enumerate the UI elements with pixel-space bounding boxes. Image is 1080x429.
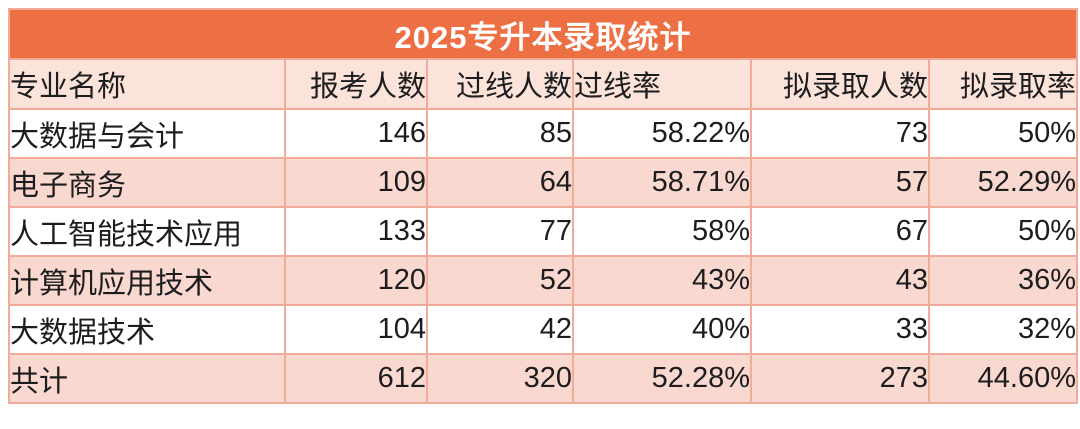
table-row: 电子商务 109 64 58.71% 57 52.29% xyxy=(8,157,1078,208)
cell-admit-rate: 50% xyxy=(928,206,1078,257)
col-header-pass-rate: 过线率 xyxy=(572,58,752,110)
cell-applicants: 109 xyxy=(284,157,428,208)
cell-passed: 77 xyxy=(426,206,574,257)
cell-passed: 52 xyxy=(426,255,574,306)
admission-stats-panel: 2025专升本录取统计 专业名称 报考人数 过线人数 过线率 拟录取人数 拟录取… xyxy=(8,8,1078,404)
cell-applicants: 612 xyxy=(284,353,428,404)
cell-pass-rate: 58.22% xyxy=(572,108,752,159)
cell-major: 大数据技术 xyxy=(8,304,286,355)
cell-admit-rate: 44.60% xyxy=(928,353,1078,404)
cell-admit-rate: 32% xyxy=(928,304,1078,355)
cell-applicants: 104 xyxy=(284,304,428,355)
cell-applicants: 133 xyxy=(284,206,428,257)
cell-pass-rate: 58.71% xyxy=(572,157,752,208)
cell-major: 人工智能技术应用 xyxy=(8,206,286,257)
cell-major: 大数据与会计 xyxy=(8,108,286,159)
table-total-row: 共计 612 320 52.28% 273 44.60% xyxy=(8,353,1078,404)
cell-passed: 64 xyxy=(426,157,574,208)
cell-admit-rate: 36% xyxy=(928,255,1078,306)
cell-pass-rate: 40% xyxy=(572,304,752,355)
admission-stats-table: 2025专升本录取统计 专业名称 报考人数 过线人数 过线率 拟录取人数 拟录取… xyxy=(8,8,1078,404)
col-header-admit-rate: 拟录取率 xyxy=(928,58,1078,110)
cell-passed: 320 xyxy=(426,353,574,404)
cell-applicants: 146 xyxy=(284,108,428,159)
col-header-major: 专业名称 xyxy=(8,58,286,110)
table-title-bar: 2025专升本录取统计 xyxy=(8,8,1078,60)
cell-admitted: 33 xyxy=(750,304,930,355)
table-row: 大数据技术 104 42 40% 33 32% xyxy=(8,304,1078,355)
cell-major: 计算机应用技术 xyxy=(8,255,286,306)
table-header-row: 专业名称 报考人数 过线人数 过线率 拟录取人数 拟录取率 xyxy=(8,58,1078,110)
cell-passed: 42 xyxy=(426,304,574,355)
cell-admitted: 43 xyxy=(750,255,930,306)
cell-major: 共计 xyxy=(8,353,286,404)
col-header-passed: 过线人数 xyxy=(426,58,574,110)
table-row: 大数据与会计 146 85 58.22% 73 50% xyxy=(8,108,1078,159)
cell-admitted: 73 xyxy=(750,108,930,159)
cell-pass-rate: 52.28% xyxy=(572,353,752,404)
cell-major: 电子商务 xyxy=(8,157,286,208)
table-title: 2025专升本录取统计 xyxy=(8,8,1078,60)
col-header-applicants: 报考人数 xyxy=(284,58,428,110)
cell-admitted: 67 xyxy=(750,206,930,257)
cell-admitted: 57 xyxy=(750,157,930,208)
table-row: 计算机应用技术 120 52 43% 43 36% xyxy=(8,255,1078,306)
cell-admit-rate: 52.29% xyxy=(928,157,1078,208)
cell-pass-rate: 58% xyxy=(572,206,752,257)
cell-pass-rate: 43% xyxy=(572,255,752,306)
cell-passed: 85 xyxy=(426,108,574,159)
cell-admitted: 273 xyxy=(750,353,930,404)
cell-applicants: 120 xyxy=(284,255,428,306)
col-header-admitted: 拟录取人数 xyxy=(750,58,930,110)
table-row: 人工智能技术应用 133 77 58% 67 50% xyxy=(8,206,1078,257)
cell-admit-rate: 50% xyxy=(928,108,1078,159)
